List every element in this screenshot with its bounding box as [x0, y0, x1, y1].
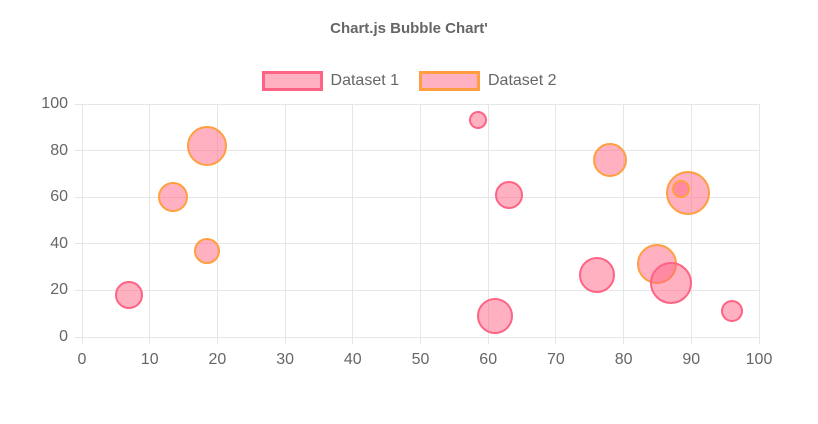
x-tick-mark — [420, 337, 421, 344]
legend: Dataset 1 Dataset 2 — [0, 68, 818, 94]
y-tick-label: 0 — [59, 328, 68, 345]
x-tick-label: 100 — [745, 351, 773, 368]
x-tick-label: 40 — [343, 351, 362, 368]
x-gridline — [623, 104, 625, 337]
bubble-dataset-1[interactable] — [115, 281, 144, 310]
x-gridline — [555, 104, 557, 337]
x-gridline — [216, 104, 218, 337]
x-tick-label: 20 — [208, 351, 227, 368]
bubble-dataset-1[interactable] — [476, 298, 513, 335]
plot-area — [75, 103, 760, 344]
y-tick-label: 80 — [50, 141, 68, 159]
x-tick-label: 60 — [479, 351, 498, 368]
legend-item-2[interactable]: Dataset 2 — [419, 71, 556, 91]
y-tick-mark — [75, 103, 82, 105]
x-gridline — [420, 104, 421, 337]
x-tick-mark — [284, 337, 286, 344]
y-tick-label: 20 — [50, 281, 68, 299]
y-gridline — [82, 150, 759, 152]
y-tick-label: 40 — [50, 234, 68, 252]
y-gridline — [82, 336, 759, 338]
x-gridline — [284, 104, 286, 337]
bubble-dataset-1[interactable] — [494, 180, 523, 209]
bubble-dataset-2[interactable] — [593, 142, 628, 177]
y-gridline — [82, 103, 759, 105]
x-tick-mark — [81, 337, 83, 344]
legend-label-2: Dataset 2 — [488, 72, 557, 89]
bubble-dataset-2[interactable] — [194, 237, 221, 264]
y-tick-mark — [75, 150, 82, 152]
y-axis-labels: 0 20 40 60 80 100 — [0, 95, 68, 345]
x-gridline — [690, 104, 692, 337]
x-tick-mark — [216, 337, 218, 344]
x-tick-mark — [758, 337, 760, 344]
legend-label-1: Dataset 1 — [330, 72, 399, 89]
y-tick-mark — [75, 289, 82, 291]
x-tick-label: 70 — [546, 351, 565, 368]
y-tick-label: 60 — [50, 188, 68, 206]
bubble-dataset-1[interactable] — [649, 262, 692, 305]
x-tick-mark — [352, 337, 354, 344]
bubble-dataset-2[interactable] — [672, 180, 691, 199]
x-tick-label: 90 — [682, 351, 701, 368]
legend-item-1[interactable]: Dataset 1 — [261, 71, 399, 91]
bubble-dataset-1[interactable] — [720, 300, 743, 323]
y-gridline — [82, 243, 759, 245]
y-gridline — [82, 289, 759, 291]
x-tick-mark — [149, 337, 151, 344]
bubble-dataset-2[interactable] — [158, 182, 189, 213]
x-gridline — [352, 104, 354, 337]
x-tick-mark — [487, 337, 489, 344]
y-tick-mark — [75, 243, 82, 245]
y-gridline — [82, 196, 759, 198]
x-tick-label: 0 — [77, 351, 87, 368]
y-tick-mark — [75, 336, 82, 338]
x-tick-label: 30 — [276, 351, 294, 368]
bubble-dataset-1[interactable] — [578, 257, 615, 294]
x-gridline — [487, 104, 489, 337]
y-tick-mark — [75, 196, 82, 198]
bubble-dataset-1[interactable] — [469, 111, 488, 130]
chart-title: Chart.js Bubble Chart' — [330, 20, 488, 37]
x-tick-label: 10 — [140, 351, 159, 368]
x-gridline — [758, 104, 760, 337]
x-tick-label: 80 — [614, 351, 633, 368]
legend-swatch-1 — [261, 71, 323, 91]
bubble-dataset-2[interactable] — [187, 125, 228, 166]
x-gridline — [81, 104, 83, 337]
x-tick-mark — [623, 337, 625, 344]
legend-swatch-2 — [419, 71, 480, 91]
x-gridline — [149, 104, 151, 337]
x-tick-label: 50 — [411, 351, 430, 368]
y-tick-label: 100 — [41, 95, 68, 112]
x-tick-mark — [690, 337, 692, 344]
x-tick-mark — [555, 337, 557, 344]
